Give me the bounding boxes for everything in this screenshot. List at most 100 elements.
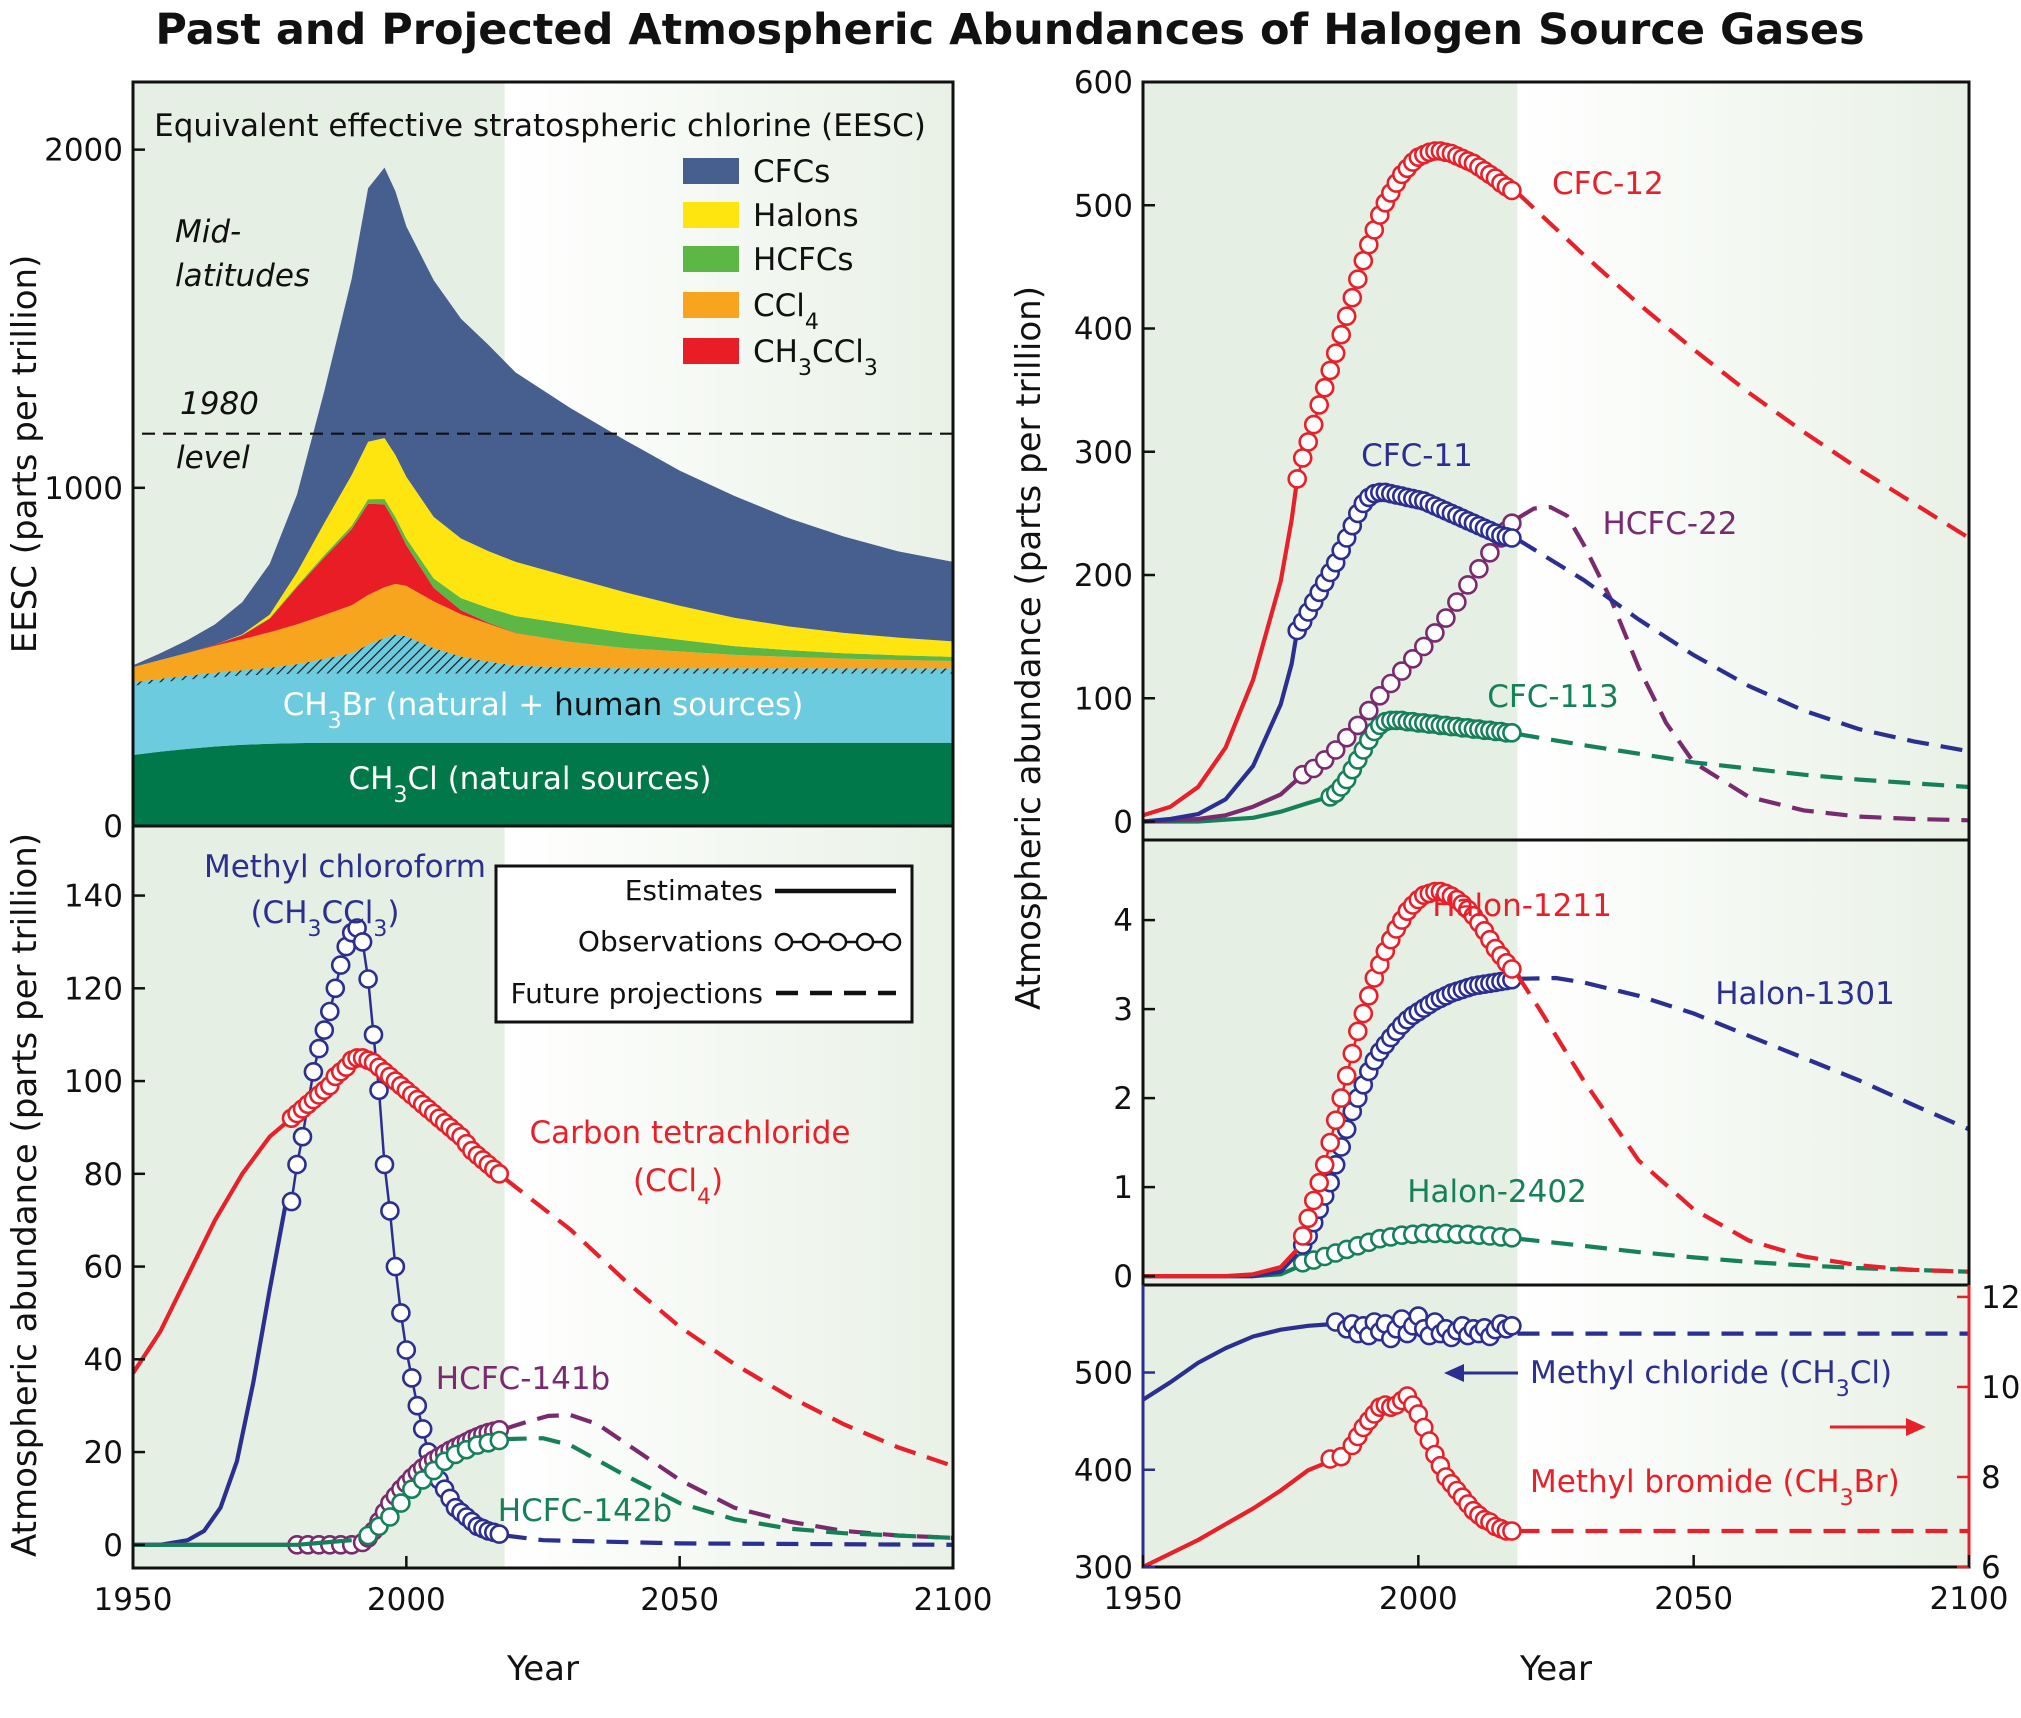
left-x-axis-label: Year (506, 1649, 579, 1689)
subscript: 3 (864, 356, 878, 381)
cfc-series-cfc-12-estimate-line (1143, 478, 1300, 818)
halon-series-halon-1211-observation-point (1292, 1226, 1313, 1246)
left-y-axis-label: Atmospheric abundance (parts per trillio… (5, 833, 45, 1557)
subscript: 3 (1840, 1486, 1854, 1511)
cfc-series-cfc-12-observation-point (1292, 448, 1313, 468)
left-series-0-observation-point (391, 1303, 411, 1323)
left-series-2-projection-line (504, 1412, 953, 1540)
text-span: CCl (753, 288, 805, 324)
eesc-chart (133, 167, 953, 826)
cfc-series-cfc-12-observation-point (1325, 343, 1346, 364)
cfc-series-cfc-12-observation-point (1298, 432, 1318, 452)
left-series-0-observation-point (407, 1395, 428, 1416)
text-span: (CCl (633, 1163, 697, 1199)
cfc-series-cfc-12-observation-point (1303, 414, 1324, 435)
right-past-bg (1143, 82, 1518, 1567)
minor-gases-chart (133, 918, 953, 1555)
carbon-tet-formula: (CCl4) (633, 1163, 723, 1210)
left-series-0-observation-point (281, 1191, 302, 1212)
eesc-y-tick-label: 2000 (44, 133, 123, 169)
left-series-0-observation-point (369, 1080, 389, 1101)
text-span: CCl (322, 895, 374, 931)
right-future-bg (1517, 82, 1969, 1567)
ch3cl-area-label: CH3Cl (natural sources) (348, 761, 711, 808)
cfc-series-cfc-11-observation-point (1502, 528, 1522, 548)
cfc-series-cfc-12-observation-point (1331, 324, 1351, 345)
legend-observation-marker (855, 932, 875, 952)
left-y-tick-label: 80 (84, 1157, 123, 1193)
text-span: ) (711, 1163, 723, 1199)
text-span: CH (753, 334, 798, 370)
hcfc142b-label: HCFC-142b (498, 1493, 672, 1529)
eesc-y-tick-label: 0 (103, 809, 123, 845)
legend-projections-label: Future projections (511, 977, 764, 1010)
cfc-y-tick-label: 200 (1074, 558, 1133, 594)
methyl-bromide-arrow-head (1906, 1418, 1926, 1436)
halon-y-tick-label: 2 (1113, 1081, 1133, 1117)
left-series-3-projection-line (504, 1436, 953, 1540)
eesc-area-ccl4 (133, 583, 953, 683)
subscript: 3 (1836, 1377, 1850, 1402)
subscript: 4 (805, 310, 819, 335)
left-y-tick-label: 60 (84, 1250, 123, 1286)
halon-series-halon-2402-projection-line (1517, 1236, 1969, 1274)
cfc-series-hcfc-22-observation-point (1392, 661, 1412, 681)
eesc-area-ch3cl (133, 742, 953, 826)
left-series-3-observation-point (489, 1430, 510, 1451)
text-span: HCFCs (753, 242, 854, 278)
halon2402-label: Halon-2402 (1407, 1174, 1587, 1210)
eesc-area-ch3ccl3 (133, 503, 953, 668)
text-span: Br (natural + (342, 687, 554, 723)
halon-series-halon-1211-observation-point (1359, 985, 1379, 1006)
cfc-series-hcfc-22-observation-point (1447, 592, 1467, 612)
cfc-y-tick-label: 500 (1074, 188, 1133, 224)
left-series-1-projection-line (503, 1176, 953, 1468)
methyl-left-y-tick-label: 400 (1074, 1453, 1133, 1489)
legend-swatch-cfc (683, 158, 739, 184)
cfc-y-tick-label: 100 (1074, 681, 1133, 717)
methyl-series-left-observation-point (1502, 1316, 1522, 1336)
region-label-line1: Mid- (175, 214, 241, 250)
cfc-series-hcfc-22-observation-point (1425, 623, 1445, 643)
cfc-series-cfc-12-observation-point (1353, 250, 1374, 271)
cfc-series-cfc-12-projection-line (1516, 191, 1969, 540)
left-y-tick-label: 0 (103, 1528, 123, 1564)
left-series-1-observation-point (489, 1164, 510, 1184)
left-y-tick-label: 140 (64, 879, 123, 915)
eesc-area-cfc (133, 167, 953, 668)
halon-y-tick-label: 1 (1113, 1170, 1133, 1206)
subscript: 3 (308, 917, 322, 942)
subscript: 3 (798, 356, 812, 381)
cfc-series-hcfc-22-observation-point (1325, 740, 1346, 760)
halon-y-tick-label: 0 (1113, 1259, 1133, 1295)
left-x-tick-label: 2100 (914, 1582, 993, 1618)
halon-series-halon-1211-observation-point (1336, 1066, 1357, 1086)
left-series-0-observation-point (489, 1524, 510, 1544)
left-y-tick-label: 100 (64, 1064, 123, 1100)
methyl-series-right-observation-point (1502, 1521, 1522, 1541)
methyl-series-right-estimate-line (1143, 1459, 1331, 1567)
legend-label-ccl4: CCl4 (753, 288, 819, 335)
left-series-1-estimate-line (133, 1116, 293, 1375)
ch3br-area-label: CH3Br (natural + human sources) (283, 687, 804, 734)
hcfc141b-label: HCFC-141b (436, 1361, 610, 1397)
halon-series-halon-1211-observation-point (1348, 1021, 1368, 1042)
left-series-0-observation-point (352, 932, 373, 952)
halon-series-halon-1211-observation-point (1303, 1190, 1324, 1211)
left-x-tick-label: 2050 (640, 1582, 719, 1618)
axes: 0100020000204060801001201400100200300400… (5, 65, 2020, 1689)
left-series-3-observation-point (391, 1493, 411, 1513)
text-span: CFCs (753, 154, 830, 190)
cfc-series-hcfc-22-observation-point (1381, 673, 1401, 694)
cfc-series-hcfc-22-observation-point (1348, 715, 1368, 736)
cfc113-label: CFC-113 (1487, 679, 1618, 715)
cfc-series-hcfc-22-observation-point (1370, 685, 1390, 706)
legend-label-cfc: CFCs (753, 154, 830, 190)
cfc-series-cfc-12-observation-point (1502, 180, 1522, 201)
cfc-series-cfc-12-observation-point (1342, 287, 1363, 308)
cfc-series-cfc-12-observation-point (1287, 469, 1307, 489)
halon-series-halon-1211-observation-point (1298, 1208, 1318, 1229)
methyl-left-y-tick-label: 500 (1074, 1356, 1133, 1392)
text-span: Halons (753, 198, 859, 234)
text-span: Methyl bromide (CH (1530, 1464, 1840, 1500)
